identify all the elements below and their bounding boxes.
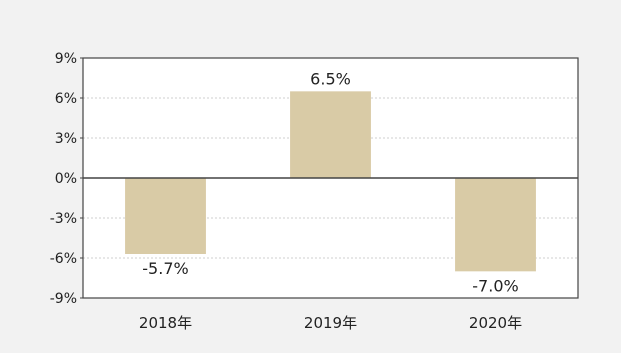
x-tick-label: 2018年 bbox=[139, 314, 192, 332]
bar-1 bbox=[290, 91, 371, 178]
bars bbox=[125, 91, 536, 272]
y-tick-label: 3% bbox=[55, 131, 77, 147]
y-tick-label: 0% bbox=[55, 171, 77, 187]
y-tick-label: -6% bbox=[50, 251, 77, 267]
y-axis-ticks: 9% 6% 3% 0% -3% -6% -9% bbox=[50, 51, 83, 307]
data-labels: -5.7% 6.5% -7.0% bbox=[142, 69, 518, 295]
bar-0 bbox=[125, 178, 206, 254]
data-label: -7.0% bbox=[472, 276, 518, 295]
y-tick-label: 9% bbox=[55, 51, 77, 67]
y-tick-label: 6% bbox=[55, 91, 77, 107]
x-tick-label: 2019年 bbox=[304, 314, 357, 332]
data-label: 6.5% bbox=[310, 69, 351, 88]
data-label: -5.7% bbox=[142, 259, 188, 278]
bar-2 bbox=[455, 178, 536, 272]
x-axis-ticks: 2018年 2019年 2020年 bbox=[139, 314, 522, 332]
y-tick-label: -9% bbox=[50, 291, 77, 307]
x-tick-label: 2020年 bbox=[469, 314, 522, 332]
y-tick-label: -3% bbox=[50, 211, 77, 227]
